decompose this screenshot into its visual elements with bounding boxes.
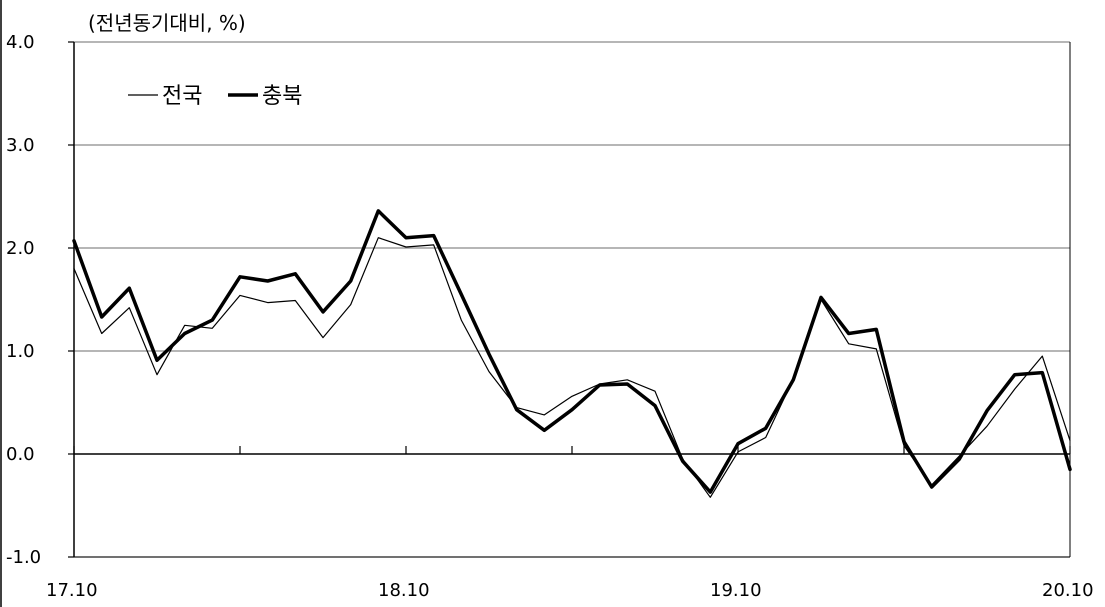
series-line-2 — [72, 209, 1072, 494]
legend: 전국 충북 — [128, 84, 302, 109]
x-tick-label: 18.10 — [378, 580, 430, 601]
series-line-1 — [73, 237, 1071, 498]
x-tick-label: 20.10 — [1042, 580, 1094, 601]
y-axis-labels: 4.0 3.0 2.0 1.0 0.0 -1.0 — [6, 32, 74, 568]
y-tick-label: 3.0 — [6, 135, 35, 156]
y-tick-label: 2.0 — [6, 238, 35, 259]
x-tick-label: 19.10 — [710, 580, 762, 601]
y-tick-label: -1.0 — [6, 547, 41, 568]
x-axis-labels: 17.10 18.10 19.10 20.10 — [46, 580, 1094, 601]
legend-label-1: 전국 — [162, 84, 202, 109]
unit-label: (전년동기대비, %) — [88, 11, 246, 35]
legend-label-2: 충북 — [262, 84, 302, 109]
y-tick-label: 1.0 — [6, 341, 35, 362]
x-axis-ticks — [73, 446, 1071, 454]
y-tick-label: 4.0 — [6, 32, 35, 53]
y-tick-label: 0.0 — [6, 444, 35, 465]
x-tick-label: 17.10 — [46, 580, 98, 601]
gridlines — [74, 41, 1070, 558]
series-lines — [72, 209, 1072, 498]
